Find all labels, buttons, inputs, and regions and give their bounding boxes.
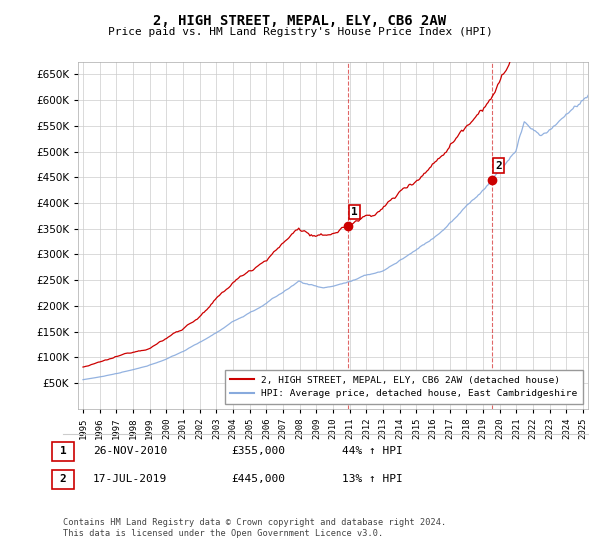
Text: 2: 2	[495, 161, 502, 170]
Text: 1: 1	[59, 446, 67, 456]
Text: £445,000: £445,000	[231, 474, 285, 484]
Text: 2: 2	[59, 474, 67, 484]
Text: £355,000: £355,000	[231, 446, 285, 456]
Text: 17-JUL-2019: 17-JUL-2019	[93, 474, 167, 484]
Text: Contains HM Land Registry data © Crown copyright and database right 2024.
This d: Contains HM Land Registry data © Crown c…	[63, 518, 446, 538]
Text: Price paid vs. HM Land Registry's House Price Index (HPI): Price paid vs. HM Land Registry's House …	[107, 27, 493, 37]
Text: 2, HIGH STREET, MEPAL, ELY, CB6 2AW: 2, HIGH STREET, MEPAL, ELY, CB6 2AW	[154, 14, 446, 28]
Text: 13% ↑ HPI: 13% ↑ HPI	[342, 474, 403, 484]
Legend: 2, HIGH STREET, MEPAL, ELY, CB6 2AW (detached house), HPI: Average price, detach: 2, HIGH STREET, MEPAL, ELY, CB6 2AW (det…	[224, 370, 583, 404]
Text: 44% ↑ HPI: 44% ↑ HPI	[342, 446, 403, 456]
Text: 1: 1	[351, 207, 358, 217]
Text: 26-NOV-2010: 26-NOV-2010	[93, 446, 167, 456]
